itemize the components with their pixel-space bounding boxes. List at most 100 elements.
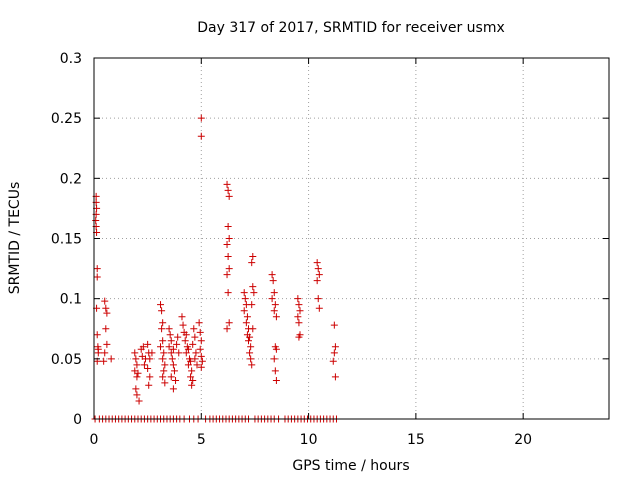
data-point <box>296 307 304 315</box>
data-point <box>294 313 302 321</box>
y-tick-label: 0 <box>73 412 82 428</box>
data-point <box>167 349 175 357</box>
data-point <box>188 381 196 389</box>
data-point <box>248 361 256 369</box>
data-point <box>174 333 182 341</box>
y-tick-label: 0.05 <box>51 352 82 368</box>
data-point <box>166 331 174 339</box>
data-point <box>270 307 278 315</box>
data-point <box>225 319 233 327</box>
data-point <box>249 253 257 261</box>
data-point <box>197 337 205 345</box>
data-point <box>243 313 251 321</box>
data-point <box>100 357 108 365</box>
data-point <box>223 325 231 333</box>
y-axis-label: SRMTID / TECUs <box>7 182 23 295</box>
data-point <box>272 345 280 353</box>
data-point <box>240 307 248 315</box>
data-point <box>246 333 254 341</box>
data-point <box>182 331 190 339</box>
data-point <box>295 333 303 341</box>
data-point <box>269 277 277 285</box>
data-point <box>315 304 323 312</box>
data-point <box>173 340 181 348</box>
data-point <box>197 352 205 360</box>
data-point <box>94 349 102 357</box>
data-point <box>103 340 111 348</box>
data-point <box>315 271 323 279</box>
data-point <box>178 313 186 321</box>
data-point <box>248 259 256 267</box>
data-point <box>160 367 168 375</box>
data-point <box>161 379 169 387</box>
data-point <box>187 373 195 381</box>
data-point <box>169 361 177 369</box>
data-point <box>93 273 101 281</box>
data-point <box>169 385 177 393</box>
data-point <box>158 325 166 333</box>
data-point <box>223 241 231 249</box>
data-point <box>250 289 258 297</box>
data-point <box>197 114 205 122</box>
data-point <box>159 337 167 345</box>
data-point <box>241 295 249 303</box>
data-point <box>272 376 280 384</box>
data-point <box>102 304 110 312</box>
data-point <box>224 289 232 297</box>
data-point <box>197 132 205 140</box>
y-tick-label: 0.1 <box>60 292 82 308</box>
data-point <box>160 349 168 357</box>
data-point <box>190 325 198 333</box>
data-point <box>270 355 278 363</box>
data-point <box>148 349 156 357</box>
data-point <box>134 369 142 377</box>
data-point <box>191 355 199 363</box>
data-point <box>103 309 111 317</box>
data-point <box>133 373 141 381</box>
data-point <box>165 343 173 351</box>
data-point <box>193 361 201 369</box>
data-point <box>268 271 276 279</box>
data-point <box>247 355 255 363</box>
data-point <box>157 301 165 309</box>
x-tick-label: 15 <box>407 432 425 448</box>
data-point <box>268 295 276 303</box>
data-point <box>184 361 192 369</box>
axis-ticks: 0 0.05 0.1 0.15 0.2 0.25 0.3 0 5 10 15 20 <box>51 51 609 448</box>
data-point <box>189 340 197 348</box>
data-point <box>295 319 303 327</box>
data-point <box>107 355 115 363</box>
data-point <box>314 265 322 273</box>
data-point <box>145 381 153 389</box>
data-point <box>294 295 302 303</box>
data-point <box>330 321 338 329</box>
data-point <box>330 349 338 357</box>
data-point <box>249 325 257 333</box>
data-point <box>314 295 322 303</box>
x-tick-label: 20 <box>514 432 532 448</box>
data-point <box>159 373 167 381</box>
data-point <box>223 180 231 188</box>
data-point <box>133 361 141 369</box>
data-point <box>198 357 206 365</box>
data-point <box>179 321 187 329</box>
data-point <box>170 367 178 375</box>
data-point <box>225 265 233 273</box>
x-axis-label: GPS time / hours <box>292 458 409 474</box>
data-points <box>91 114 340 423</box>
x-tick-label: 10 <box>300 432 318 448</box>
data-point <box>168 355 176 363</box>
data-point <box>197 363 205 371</box>
data-point <box>146 373 154 381</box>
data-point <box>245 337 252 345</box>
data-point <box>139 343 147 351</box>
data-point <box>102 325 110 333</box>
data-point <box>240 289 248 297</box>
data-point <box>246 349 254 357</box>
data-point <box>167 337 175 345</box>
data-point <box>159 319 167 327</box>
data-point <box>158 307 166 315</box>
data-point <box>144 364 152 372</box>
data-point <box>167 373 175 381</box>
